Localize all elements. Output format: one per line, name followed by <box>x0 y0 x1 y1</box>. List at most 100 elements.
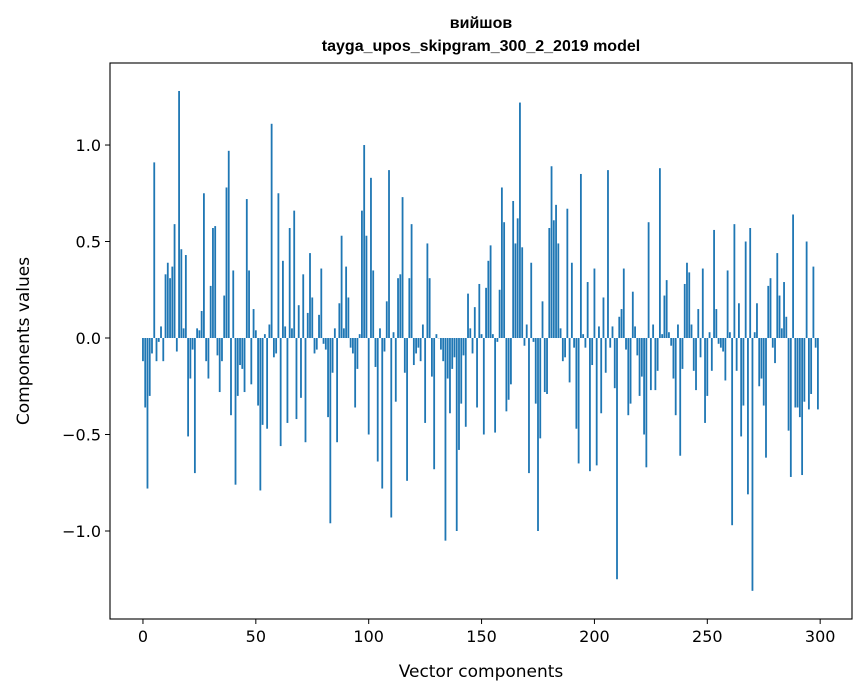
bar <box>467 294 469 338</box>
bar <box>564 338 566 357</box>
bar <box>309 253 311 338</box>
bar <box>214 226 216 338</box>
bar <box>783 282 785 338</box>
bar <box>724 338 726 380</box>
bar <box>492 334 494 338</box>
bar <box>442 338 444 361</box>
bar <box>573 338 575 348</box>
bar <box>298 305 300 338</box>
bar <box>666 280 668 338</box>
bar <box>630 338 632 404</box>
bar <box>706 338 708 396</box>
bar <box>212 228 214 338</box>
bar <box>318 315 320 338</box>
bar <box>688 272 690 338</box>
bar <box>147 338 149 489</box>
bar <box>476 338 478 407</box>
bar <box>812 267 814 338</box>
bar <box>799 338 801 417</box>
bar <box>487 261 489 338</box>
bar <box>469 328 471 338</box>
bar <box>287 338 289 423</box>
bar <box>350 338 352 348</box>
bar <box>390 338 392 517</box>
bar <box>496 338 498 342</box>
bar <box>352 338 354 353</box>
bar <box>508 338 510 400</box>
bar <box>797 338 799 407</box>
bar <box>311 297 313 338</box>
bar <box>429 278 431 338</box>
bar <box>575 338 577 429</box>
bar <box>697 309 699 338</box>
bar <box>815 338 817 348</box>
bar <box>722 338 724 352</box>
bar <box>749 228 751 338</box>
bar <box>244 338 246 392</box>
bar <box>673 338 675 379</box>
bar <box>494 338 496 433</box>
bar <box>196 328 198 338</box>
bar <box>589 338 591 471</box>
bar <box>142 338 144 361</box>
bar <box>174 224 176 338</box>
x-tick-label: 0 <box>138 627 148 646</box>
bar <box>447 338 449 379</box>
bar <box>711 338 713 371</box>
bar <box>454 338 456 357</box>
bar <box>458 338 460 450</box>
bar <box>282 261 284 338</box>
bar <box>176 338 178 352</box>
bar <box>677 324 679 338</box>
x-tick-label: 300 <box>805 627 836 646</box>
bar <box>307 313 309 338</box>
bar <box>314 338 316 353</box>
bar <box>738 303 740 338</box>
bar <box>792 214 794 338</box>
bar <box>431 338 433 377</box>
bar <box>372 270 374 338</box>
bar <box>384 338 386 352</box>
bar <box>607 170 609 338</box>
bar <box>736 338 738 371</box>
bar <box>684 284 686 338</box>
bar <box>203 193 205 338</box>
bar <box>591 338 593 365</box>
bar <box>517 218 519 338</box>
bar <box>700 338 702 357</box>
bar <box>605 338 607 373</box>
bar <box>709 332 711 338</box>
bar <box>194 338 196 473</box>
bar <box>548 228 550 338</box>
bar <box>160 326 162 338</box>
bar <box>415 338 417 353</box>
bar <box>770 278 772 338</box>
bar <box>499 290 501 338</box>
bar <box>257 338 259 406</box>
bar <box>393 332 395 338</box>
bar <box>648 222 650 338</box>
bar <box>779 296 781 338</box>
bar <box>366 236 368 338</box>
bar <box>250 338 252 384</box>
bar <box>562 338 564 361</box>
bar <box>151 338 153 353</box>
bar <box>654 338 656 390</box>
y-tick-label: −0.5 <box>62 426 101 445</box>
bar <box>670 338 672 346</box>
bar <box>803 338 805 402</box>
bar <box>715 309 717 338</box>
bar <box>553 220 555 338</box>
bar <box>259 338 261 490</box>
bar <box>472 338 474 353</box>
bar <box>277 193 279 338</box>
bar <box>754 332 756 338</box>
bar <box>761 338 763 379</box>
bar <box>767 286 769 338</box>
bar <box>596 338 598 465</box>
bar <box>623 269 625 338</box>
bar <box>153 162 155 338</box>
bar <box>785 317 787 338</box>
bar <box>810 338 812 394</box>
bar <box>284 326 286 338</box>
